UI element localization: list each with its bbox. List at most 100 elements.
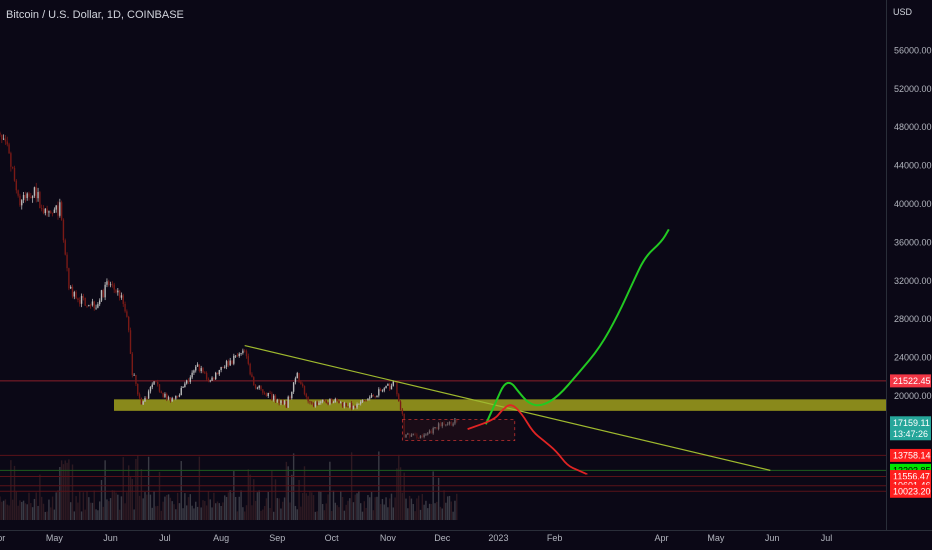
candle-body bbox=[120, 295, 123, 298]
candle-body bbox=[147, 391, 150, 399]
volume-bar bbox=[69, 502, 72, 520]
candle-body bbox=[365, 400, 367, 402]
volume-bar bbox=[91, 502, 94, 520]
volume-bar bbox=[441, 508, 443, 520]
volume-bar bbox=[454, 500, 456, 520]
volume-bar bbox=[129, 476, 132, 520]
candle-body bbox=[140, 397, 143, 405]
candle-body bbox=[176, 395, 179, 397]
candle-body bbox=[262, 389, 264, 393]
volume-bar bbox=[321, 504, 324, 520]
candle-body bbox=[272, 395, 275, 400]
candle-body bbox=[24, 194, 27, 199]
price-label-box bbox=[890, 374, 931, 388]
volume-bar bbox=[137, 455, 139, 520]
candle-body bbox=[388, 383, 391, 390]
time-tick-label: Jun bbox=[103, 533, 118, 543]
candle-body bbox=[341, 402, 344, 407]
candle-body bbox=[109, 284, 112, 286]
candle-body bbox=[95, 307, 97, 309]
volume-bar bbox=[436, 501, 438, 520]
volume-bar bbox=[104, 460, 106, 520]
candle-body bbox=[318, 402, 320, 405]
volume-bar bbox=[93, 490, 95, 520]
time-tick-label: 2023 bbox=[488, 533, 508, 543]
volume-bar bbox=[88, 497, 90, 520]
price-label-countdown: 13:47:26 bbox=[893, 429, 928, 439]
candle-body bbox=[80, 295, 83, 304]
candle-body bbox=[118, 290, 121, 298]
volume-bar bbox=[214, 503, 217, 520]
volume-bar bbox=[153, 491, 155, 520]
candle-body bbox=[249, 363, 251, 375]
volume-bar bbox=[131, 478, 134, 520]
volume-bar bbox=[138, 495, 141, 520]
volume-bar bbox=[318, 491, 320, 520]
candle-body bbox=[381, 390, 384, 392]
price-axis: 20000.00 24000.00 28000.00 32000.00 36000.00… bbox=[886, 0, 932, 530]
candle-body bbox=[332, 402, 335, 404]
volume-bar bbox=[403, 472, 405, 520]
support-zone bbox=[114, 399, 886, 411]
candle-body bbox=[289, 396, 291, 399]
volume-bar bbox=[135, 458, 137, 520]
candle-body bbox=[202, 368, 204, 373]
candle-body bbox=[15, 180, 18, 191]
candle-body bbox=[392, 381, 395, 386]
volume-bar bbox=[120, 496, 123, 520]
candle-body bbox=[399, 401, 402, 410]
candle-body bbox=[57, 205, 59, 216]
price-tick-label: 20000.00 bbox=[894, 391, 932, 401]
volume-bar bbox=[86, 491, 88, 520]
candle-body bbox=[361, 400, 364, 402]
candle-body bbox=[196, 364, 199, 367]
volume-bar bbox=[240, 490, 242, 520]
candle-body bbox=[225, 361, 228, 367]
candle-body bbox=[200, 368, 202, 372]
candle-body bbox=[169, 397, 172, 402]
volume-bar bbox=[89, 502, 92, 520]
volume-bar bbox=[198, 456, 201, 520]
volume-bar bbox=[80, 511, 83, 520]
candle-body bbox=[233, 355, 235, 364]
volume-bar bbox=[122, 457, 124, 520]
volume-bar bbox=[15, 491, 18, 520]
candle-body bbox=[39, 192, 41, 209]
candle-body bbox=[271, 393, 273, 400]
volume-bar bbox=[354, 494, 356, 520]
time-tick-label: Apr bbox=[655, 533, 669, 543]
volume-bar bbox=[160, 510, 163, 520]
price-tick-label: 36000.00 bbox=[894, 237, 932, 247]
volume-bar bbox=[37, 505, 39, 520]
volume-bar bbox=[414, 511, 416, 520]
candle-body bbox=[59, 202, 61, 216]
time-tick-label: Sep bbox=[269, 533, 285, 543]
price-label-box bbox=[890, 484, 931, 498]
candle-body bbox=[253, 377, 255, 386]
volume-bar bbox=[408, 495, 411, 520]
volume-bar bbox=[374, 497, 376, 520]
volume-bar bbox=[369, 497, 371, 520]
volume-bar bbox=[430, 504, 433, 520]
candle-body bbox=[283, 400, 286, 405]
candle-body bbox=[236, 355, 239, 357]
volume-bar bbox=[171, 501, 173, 520]
candle-body bbox=[53, 209, 56, 213]
time-tick-label: Apr bbox=[0, 533, 5, 543]
volume-bar bbox=[332, 490, 335, 520]
volume-bar bbox=[133, 509, 135, 520]
volume-bar bbox=[149, 494, 152, 520]
candle-body bbox=[17, 190, 19, 196]
price-tick-label: 52000.00 bbox=[894, 84, 932, 94]
candle-body bbox=[240, 353, 242, 354]
volume-bar bbox=[75, 496, 77, 520]
volume-bar bbox=[175, 509, 177, 520]
volume-bar bbox=[77, 502, 79, 520]
volume-bar bbox=[176, 492, 179, 520]
candle-body bbox=[102, 290, 105, 298]
volume-bar bbox=[202, 500, 204, 520]
candle-body bbox=[69, 286, 72, 289]
candle-body bbox=[254, 385, 257, 388]
bull-projection-path bbox=[484, 228, 670, 425]
